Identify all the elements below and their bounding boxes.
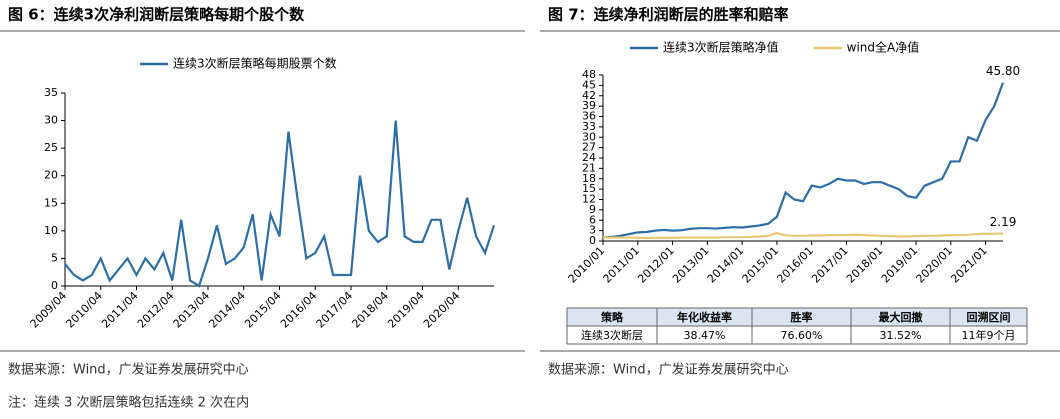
y-tick-label: 35 [44,86,58,99]
y-tick-label: 15 [44,196,58,209]
legend-label: 连续3次断层策略每期股票个数 [173,56,337,71]
table-cell: 76.60% [781,329,823,342]
x-tick-label: 2019/04 [385,289,427,331]
y-tick-label: 21 [582,161,596,174]
figure-title: 图 6：连续3次净利润断层策略每期个股个数 [8,6,305,24]
x-tick-label: 2019/01 [879,244,921,286]
footnote: 注：连续 3 次断层策略包括连续 2 次在内 [8,395,249,411]
x-tick-label: 2018/01 [844,244,886,286]
x-tick-label: 2010/04 [63,289,105,331]
y-tick-label: 33 [582,120,596,133]
y-tick-label: 30 [44,114,58,127]
x-tick-label: 2016/04 [278,289,320,331]
y-tick-label: 9 [589,203,596,216]
y-tick-label: 36 [582,110,596,123]
source-note: 数据来源：Wind，广发证券发展研究中心 [8,362,249,378]
series-line [64,120,496,288]
table-header-cell: 回溯区间 [967,310,1011,324]
y-tick-label: 24 [582,151,596,164]
table-header-cell: 策略 [600,310,624,324]
y-tick-label: 3 [589,224,596,237]
table-header-cell: 最大回撤 [879,310,923,324]
figure-title: 图 7：连续净利润断层的胜率和赔率 [548,6,789,24]
table-header-cell: 年化收益率 [677,310,732,324]
y-tick-label: 45 [582,78,596,91]
y-tick-label: 30 [582,130,596,143]
table-cell: 38.47% [684,329,726,342]
legend-label: wind全A净值 [847,40,920,55]
y-tick-label: 10 [44,224,58,237]
x-tick-label: 2011/04 [99,289,141,331]
table-header-bg [567,308,1027,326]
annotation: 2.19 [990,215,1017,229]
x-tick-label: 2010/01 [566,244,608,286]
x-tick-label: 2013/04 [171,289,213,331]
y-tick-label: 12 [582,193,596,206]
x-tick-label: 2015/04 [242,289,284,331]
x-tick-label: 2009/04 [28,289,70,331]
table-header-cell: 胜率 [790,310,813,324]
x-tick-label: 2015/01 [740,244,782,286]
legend-label: 连续3次断层策略净值 [663,40,779,55]
x-tick-label: 2020/04 [421,289,463,331]
y-tick-label: 18 [582,172,596,185]
y-tick-label: 25 [44,141,58,154]
x-tick-label: 2012/04 [135,289,177,331]
annotation: 45.80 [986,64,1020,78]
x-tick-label: 2014/01 [705,244,747,286]
y-tick-label: 15 [582,182,596,195]
y-tick-label: 5 [51,251,58,264]
y-tick-label: 20 [44,169,58,182]
y-tick-label: 39 [582,99,596,112]
y-tick-label: 48 [582,68,596,81]
x-tick-label: 2016/01 [774,244,816,286]
x-tick-label: 2018/04 [349,289,391,331]
y-tick-label: 6 [589,213,596,226]
x-tick-label: 2021/01 [948,244,990,286]
series-line [602,82,1005,239]
table-cell: 连续3次断层 [581,328,643,342]
x-tick-label: 2014/04 [206,289,248,331]
x-tick-label: 2017/04 [314,289,356,331]
x-tick-label: 2012/01 [635,244,677,286]
y-tick-label: 42 [582,89,596,102]
x-tick-label: 2020/01 [914,244,956,286]
y-tick-label: 0 [51,279,58,292]
series-line [603,231,1004,239]
source-note: 数据来源：Wind，广发证券发展研究中心 [548,362,789,378]
x-tick-label: 2011/01 [601,244,643,286]
table-cell: 31.52% [880,329,922,342]
x-tick-label: 2017/01 [809,244,851,286]
x-tick-label: 2013/01 [670,244,712,286]
y-tick-label: 0 [589,234,596,247]
table-cell: 11年9个月 [962,328,1016,342]
y-tick-label: 27 [582,141,596,154]
